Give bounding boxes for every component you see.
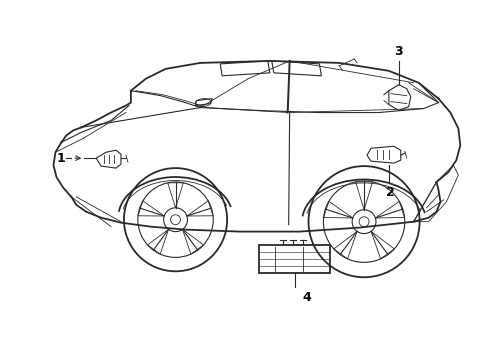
- Text: 1: 1: [57, 152, 66, 165]
- Bar: [259, 246, 330, 273]
- Text: 3: 3: [394, 45, 403, 58]
- Text: 4: 4: [302, 291, 311, 303]
- Text: 2: 2: [387, 186, 395, 199]
